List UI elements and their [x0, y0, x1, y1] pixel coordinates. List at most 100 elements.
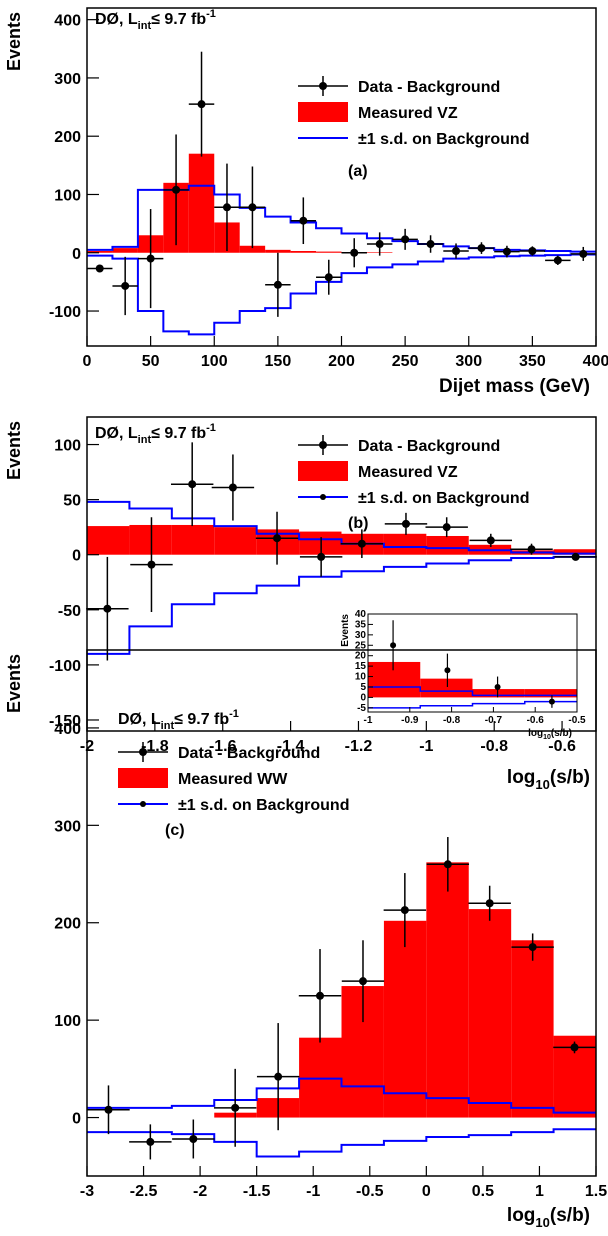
panel-c: -3 -2.5 -2 -1.5 -1 -0.5 0 0.5 1 1.50100200300400E…	[4, 649, 607, 1230]
y-tick-label: -50	[58, 603, 81, 620]
data-point	[485, 899, 494, 908]
y-tick-label: 100	[54, 1013, 81, 1030]
data-point	[172, 185, 181, 194]
data-point	[222, 203, 231, 212]
data-point	[146, 254, 155, 263]
plot-frame	[86, 416, 597, 732]
data-point	[401, 519, 410, 528]
experiment-sup: -1	[229, 708, 239, 720]
x-axis-label-sub: 10	[535, 777, 549, 792]
y-axis-label: Events	[4, 12, 24, 71]
y-tick-label: 200	[54, 916, 81, 933]
data-point	[486, 536, 495, 545]
x-axis-label-tail: (s/b)	[550, 1205, 590, 1226]
x-axis-label-main: log	[507, 767, 536, 788]
data-point	[375, 240, 384, 249]
x-tick-label: 200	[328, 353, 355, 370]
data-point	[350, 248, 359, 257]
inset-y-tick-label: 20	[355, 651, 367, 662]
legend-signal-swatch	[298, 461, 348, 481]
x-tick-label: -1.8	[141, 738, 169, 755]
legend-band-label: ±1 s.d. on Background	[178, 797, 349, 814]
data-point	[324, 273, 333, 282]
inset-y-tick-label: 40	[355, 609, 367, 620]
experiment-sub: int	[161, 720, 175, 732]
inset-data-point	[390, 642, 397, 649]
plot-frame	[86, 7, 597, 347]
x-axis-label-sub: 10	[535, 1215, 549, 1230]
x-tick-label: 0	[83, 353, 92, 370]
signal-bar	[383, 920, 427, 1118]
band-lower-line	[87, 1128, 596, 1158]
data-point	[442, 523, 451, 532]
y-tick-label: 0	[72, 548, 81, 565]
signal-bar	[511, 940, 554, 1118]
y-tick-label: 400	[54, 721, 81, 738]
inset-x-axis-label-main: log	[528, 728, 543, 739]
legend-signal-label: Measured WW	[178, 771, 288, 788]
experiment-sub: int	[138, 434, 152, 446]
y-tick-label: -100	[49, 304, 81, 321]
inset-signal-bar	[420, 678, 473, 698]
x-tick-label: -0.8	[480, 738, 508, 755]
signal-bar	[468, 909, 512, 1118]
x-tick-label: 250	[392, 353, 419, 370]
band-upper-line	[87, 500, 596, 555]
signal-bar	[171, 524, 215, 555]
experiment-sup: -1	[206, 422, 216, 434]
data-point	[528, 247, 537, 256]
signal-bar	[426, 535, 469, 555]
inset-band-upper	[368, 686, 577, 697]
x-tick-label: -1	[419, 738, 433, 755]
x-tick-label: 350	[519, 353, 546, 370]
x-axis-label-tail: (s/b)	[550, 767, 590, 788]
data-point	[571, 552, 580, 561]
panel-a: 0 50 100 150 200 250 300 350 400 -100 0 100 200 300 40…	[4, 7, 608, 397]
data-point	[358, 977, 367, 986]
legend-band-marker	[320, 494, 326, 500]
x-axis-label: Dijet mass (GeV)	[439, 376, 590, 397]
data-point	[95, 264, 104, 273]
panel-b-inset: -1 -0.9 -0.8 -0.7 -0.6 -0.5-50510152025303540…	[340, 609, 586, 741]
inset-x-tick-label: -0.6	[527, 715, 545, 726]
experiment-label: DØ, Lint≤ 9.7 fb-1	[118, 708, 239, 732]
data-point	[317, 552, 326, 561]
data-point	[273, 280, 282, 289]
inset-signal-bar	[472, 689, 525, 698]
signal-bar	[383, 533, 427, 555]
signal-bar	[299, 531, 342, 555]
experiment-label: DØ, Lint≤ 9.7 fb-1	[95, 8, 216, 32]
x-tick-label: -3	[80, 1183, 94, 1200]
experiment-name: DØ, L	[95, 11, 138, 28]
data-point	[189, 1134, 198, 1143]
y-tick-label: 100	[54, 438, 81, 455]
signal-bar	[239, 245, 266, 253]
data-point	[443, 860, 452, 869]
legend-data-label: Data - Background	[178, 745, 320, 762]
inset-y-tick-label: 15	[355, 661, 367, 672]
data-point	[553, 256, 562, 265]
data-point	[579, 249, 588, 258]
y-axis-label: Events	[4, 654, 24, 713]
signal-bar	[87, 251, 113, 253]
data-point	[527, 545, 536, 554]
experiment-lumi: ≤ 9.7 fb	[174, 711, 229, 728]
inset-x-axis-label-sub: 10	[543, 734, 551, 741]
data-point	[197, 100, 206, 109]
inset-y-tick-label: 10	[355, 672, 367, 683]
x-tick-label: -1.4	[277, 738, 305, 755]
signal-bar	[214, 527, 257, 555]
y-tick-label: 0	[72, 246, 81, 263]
data-point	[452, 247, 461, 256]
x-tick-label: 400	[583, 353, 608, 370]
legend-signal-label: Measured VZ	[358, 464, 458, 481]
x-tick-label: 150	[265, 353, 292, 370]
data-point	[426, 240, 435, 249]
data-point	[570, 1043, 579, 1052]
data-point	[188, 480, 197, 489]
data-point	[299, 216, 308, 225]
x-tick-label: -1.2	[345, 738, 373, 755]
data-point	[477, 244, 486, 253]
y-tick-label: -100	[49, 658, 81, 675]
inset-data-point	[548, 698, 555, 705]
